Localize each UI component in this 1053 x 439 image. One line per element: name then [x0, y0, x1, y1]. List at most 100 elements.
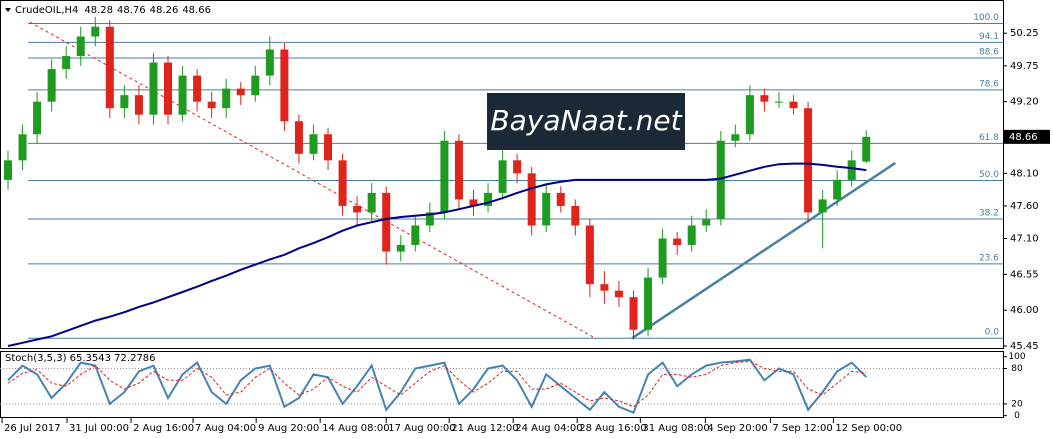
- watermark: BayaNaat.net: [487, 93, 685, 150]
- candle-body: [149, 62, 158, 115]
- candle-body: [440, 140, 449, 213]
- candle-body: [367, 192, 376, 213]
- candle-body: [91, 26, 100, 37]
- y-tick-label: 100: [1008, 352, 1025, 362]
- candle-body: [76, 36, 85, 57]
- fib-label: 61.8: [979, 133, 999, 143]
- candle-body: [542, 192, 551, 226]
- x-tick-label: 12 Sep 00:00: [835, 423, 902, 434]
- x-tick-label: 9 Aug 20:00: [258, 423, 319, 434]
- candle-body: [47, 69, 56, 102]
- stoch-line: [7, 358, 868, 415]
- candle-body: [396, 245, 405, 252]
- candle-body: [804, 108, 813, 213]
- candle-body: [731, 134, 740, 141]
- stoch-title: Stoch(3,5,3) 65.3543 72.2786: [5, 353, 156, 364]
- candle-body: [134, 95, 143, 115]
- x-tick-label: 2 Aug 16:00: [133, 423, 194, 434]
- candle-body: [687, 225, 696, 246]
- candle-body: [265, 49, 274, 76]
- x-tick-label: 7 Sep 12:00: [772, 423, 832, 434]
- candle-body: [105, 26, 114, 109]
- candle-body: [294, 121, 303, 154]
- y-tick-label: 47.60: [1010, 201, 1039, 212]
- stoch-line: [7, 360, 867, 408]
- candle-body: [18, 134, 27, 161]
- fib-label: 23.6: [979, 253, 999, 263]
- candle-body: [193, 75, 202, 102]
- y-tick-label: 46.55: [1010, 269, 1039, 280]
- candle-body: [411, 225, 420, 246]
- price-box: [1004, 129, 1050, 144]
- candle-body: [353, 205, 362, 213]
- x-tick-label: 31 Jul 00:00: [69, 423, 129, 434]
- candle-body: [702, 218, 711, 226]
- low: 48.26: [150, 5, 179, 16]
- y-tick-label: 80: [1011, 364, 1023, 374]
- candle-body: [469, 199, 478, 206]
- watermark-text: BayaNaat.net: [490, 104, 682, 137]
- x-tick-label: 14 Aug 08:00: [322, 423, 389, 434]
- plot-layer: 50.25 49.75 49.20 48.10 47.60 47.10 46.55 46.00…: [0, 13, 1050, 434]
- fib-label: 88.6: [979, 48, 999, 58]
- candle-body: [600, 284, 609, 291]
- candle-body: [454, 140, 463, 200]
- moving-average: [7, 162, 867, 347]
- candle-body: [120, 95, 129, 109]
- candle-body: [280, 49, 289, 122]
- x-tick-label: 17 Aug 00:00: [388, 423, 455, 434]
- candle-body: [585, 225, 594, 285]
- candle-body: [745, 95, 754, 135]
- fib-label: 100.0: [973, 13, 999, 23]
- x-tick-label: 24 Aug 04:00: [515, 423, 582, 434]
- candle-body: [658, 238, 667, 278]
- x-tick-label: 4 Sep 20:00: [707, 423, 767, 434]
- candle-body: [207, 101, 216, 109]
- candle-body: [425, 212, 434, 226]
- x-tick-label: 28 Aug 16:00: [579, 423, 646, 434]
- y-tick-label: 49.20: [1010, 97, 1039, 108]
- candle-body: [513, 160, 522, 174]
- candle-body: [716, 140, 725, 219]
- symbol: CrudeOIL,H4: [15, 5, 78, 16]
- candle-body: [222, 88, 231, 109]
- candle-body: [556, 192, 565, 206]
- y-tick-label: 45.45: [1010, 341, 1039, 352]
- candle-body: [382, 192, 391, 252]
- y-tick-label: 47.10: [1010, 234, 1039, 245]
- candle-body: [236, 88, 245, 96]
- x-tick-label: 31 Aug 08:00: [642, 423, 709, 434]
- candle-body: [4, 160, 13, 180]
- current-price: 48.66: [1009, 132, 1038, 143]
- candle-body: [847, 160, 856, 180]
- candle-body: [614, 290, 623, 298]
- chart-header: CrudeOIL,H4 48.28 48.76 48.26 48.66: [15, 5, 211, 16]
- candle-body: [774, 101, 783, 103]
- y-tick-label: 0: [1014, 411, 1020, 421]
- candle-body: [862, 136, 871, 162]
- candle-body: [818, 199, 827, 213]
- y-tick-label: 46.00: [1010, 305, 1039, 316]
- candle-body: [644, 277, 653, 330]
- fib-label: 0.0: [985, 328, 1000, 338]
- y-tick-label: 48.10: [1010, 168, 1039, 179]
- candle-body: [309, 134, 318, 154]
- candle-body: [760, 95, 769, 102]
- y-tick-label: 20: [1011, 399, 1023, 409]
- fib-label: 50.0: [979, 170, 999, 180]
- sub-frame: [0, 351, 1004, 418]
- candle-body: [33, 101, 42, 135]
- open: 48.28: [84, 5, 113, 16]
- fib-label: 94.1: [979, 32, 999, 42]
- candle-body: [527, 173, 536, 226]
- fib-label: 78.6: [979, 79, 999, 89]
- candle-body: [164, 62, 173, 115]
- candle-body: [251, 75, 260, 96]
- candle-body: [571, 205, 580, 226]
- candle-body: [833, 179, 842, 200]
- close: 48.66: [182, 5, 211, 16]
- high: 48.76: [117, 5, 146, 16]
- candle-body: [673, 238, 682, 246]
